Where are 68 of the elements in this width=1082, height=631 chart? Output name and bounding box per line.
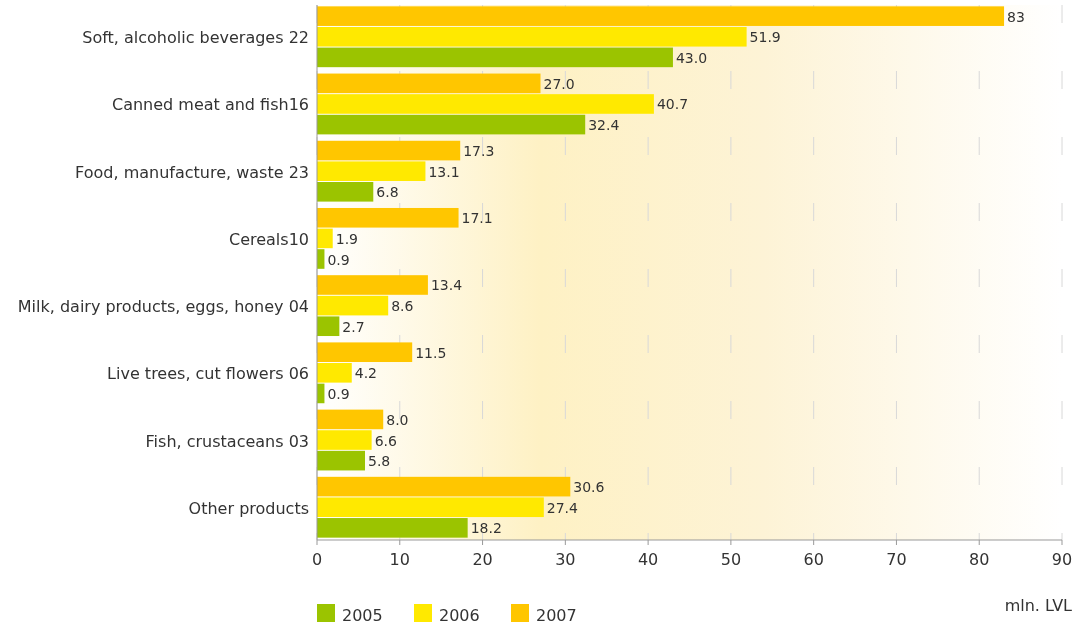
- x-tick-label: 60: [803, 550, 824, 569]
- data-label: 43.0: [675, 49, 708, 66]
- x-tick-label: 70: [886, 550, 907, 569]
- data-label: 32.4: [588, 117, 620, 134]
- data-label: 13.1: [428, 163, 460, 180]
- bar: [317, 295, 389, 316]
- data-label: 30.6: [573, 479, 605, 496]
- bar: [317, 140, 461, 161]
- bar: [317, 450, 366, 471]
- y-tick-label: Food, manufacture, waste 23: [75, 162, 309, 182]
- legend-label: 2005: [342, 606, 383, 625]
- bar: [317, 228, 333, 249]
- data-label: 17.3: [463, 143, 495, 160]
- bar: [317, 73, 541, 94]
- bar: [317, 497, 544, 518]
- bar: [317, 26, 747, 47]
- x-tick-label: 80: [969, 550, 990, 569]
- data-label: 18.2: [470, 520, 502, 537]
- y-tick-label: Cereals10: [228, 229, 309, 249]
- x-tick-label: 10: [389, 550, 410, 569]
- data-label: 8.0: [386, 411, 409, 428]
- legend-label: 2007: [536, 606, 577, 625]
- bar: [317, 6, 1005, 26]
- x-tick-label: 20: [472, 550, 493, 569]
- y-tick-label: Live trees, cut flowers 06: [107, 364, 309, 384]
- bar: [317, 275, 428, 295]
- x-tick-label: 40: [637, 550, 659, 569]
- bar: [317, 363, 352, 383]
- y-tick-label: Fish, crustaceans 03: [145, 431, 309, 451]
- data-label: 11.5: [415, 344, 447, 361]
- bar: [317, 316, 340, 337]
- data-label: 1.9: [335, 230, 358, 247]
- x-tick-label: 90: [1051, 550, 1073, 569]
- y-tick-label: Soft, alcoholic beverages 22: [82, 28, 309, 48]
- data-label: 27.0: [543, 75, 575, 92]
- y-tick-label: Canned meat and fish16: [111, 95, 309, 115]
- bar: [317, 94, 654, 114]
- data-label: 4.2: [354, 365, 378, 382]
- bar: [317, 181, 374, 202]
- data-label: 27.4: [546, 499, 579, 516]
- bar: [317, 409, 384, 430]
- x-tick-label: 0: [311, 550, 323, 569]
- x-tick-label: 30: [555, 550, 576, 569]
- bar: [317, 161, 426, 181]
- data-label: 6.6: [374, 432, 397, 449]
- data-label: 2.7: [342, 318, 365, 335]
- bar: [317, 430, 372, 450]
- data-label: 83: [1007, 8, 1025, 25]
- y-tick-label: Other products: [188, 498, 309, 518]
- bar: [317, 476, 571, 497]
- data-label: 8.6: [391, 298, 414, 315]
- data-label: 0.9: [327, 385, 350, 402]
- bar: [317, 47, 673, 68]
- x-tick-label: 50: [720, 550, 742, 569]
- data-label: 5.8: [368, 453, 391, 470]
- y-tick-label: Milk, dairy products, eggs, honey 04: [17, 297, 309, 317]
- bar: [317, 114, 586, 135]
- data-label: 0.9: [327, 251, 350, 268]
- bar: [317, 342, 413, 363]
- data-label: 40.7: [656, 96, 689, 113]
- data-label: 6.8: [376, 184, 399, 201]
- bar: [317, 518, 468, 538]
- bar: [317, 207, 459, 228]
- data-label: 17.1: [461, 210, 493, 227]
- x-axis-title: mln. LVL: [1004, 596, 1073, 615]
- data-label: 51.9: [749, 29, 781, 46]
- data-label: 13.4: [430, 277, 463, 294]
- legend-label: 2006: [439, 606, 480, 625]
